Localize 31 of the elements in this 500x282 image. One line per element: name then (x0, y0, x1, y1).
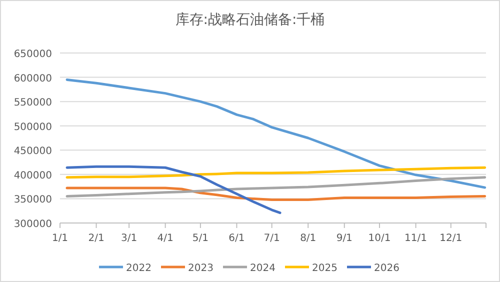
x-tick-label: 1/1 (52, 233, 68, 244)
y-tick-label: 450000 (14, 146, 52, 158)
y-tick-label: 350000 (14, 194, 52, 206)
y-tick-label: 550000 (14, 98, 52, 109)
y-tick-label: 500000 (14, 122, 52, 133)
y-tick-label: 650000 (14, 49, 52, 60)
x-tick-label: 11/1 (404, 233, 428, 244)
x-tick-label: 12/1 (440, 233, 462, 244)
legend-label: 2025 (312, 263, 338, 274)
x-tick-label: 4/1 (157, 233, 174, 244)
x-tick-label: 10/1 (368, 233, 391, 244)
x-tick-label: 5/1 (192, 233, 208, 244)
legend-label: 2026 (374, 263, 400, 274)
legend-label: 2023 (188, 263, 214, 274)
line-series (66, 186, 486, 201)
x-tick-label: 6/1 (228, 233, 245, 244)
x-tick-label: 9/1 (336, 233, 352, 244)
x-tick-label: 8/1 (300, 233, 316, 244)
line-series (66, 78, 486, 189)
legend-label: 2022 (126, 263, 152, 274)
legend-label: 2024 (250, 263, 276, 274)
line-series (66, 176, 486, 198)
x-tick-label: 3/1 (121, 233, 138, 244)
x-tick-label: 2/1 (88, 233, 104, 244)
line-series (66, 165, 282, 214)
line-series (66, 166, 486, 179)
chart-title: 库存:战略石油储备:千桶 (175, 12, 325, 28)
y-tick-label: 400000 (14, 170, 52, 182)
y-tick-label: 600000 (14, 73, 52, 84)
y-tick-label: 300000 (14, 219, 52, 230)
x-tick-label: 7/1 (264, 233, 280, 244)
